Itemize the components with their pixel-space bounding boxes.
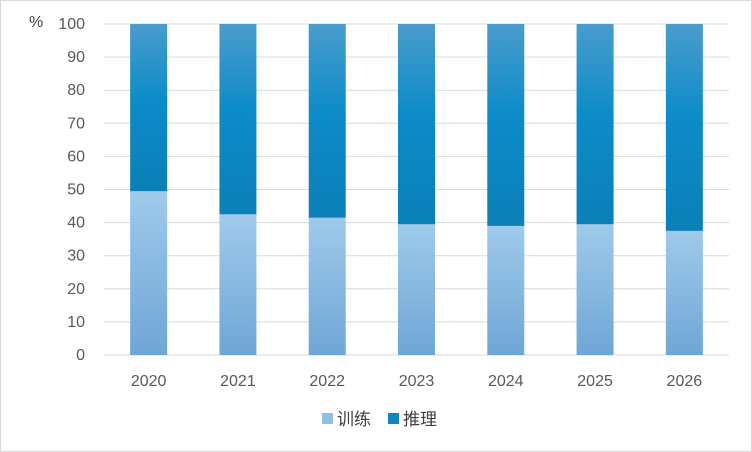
y-tick-label: 100 (58, 16, 85, 33)
bar-training-2021 (219, 214, 257, 355)
x-tick-label: 2023 (399, 373, 435, 390)
bar-inference-2024 (487, 24, 525, 226)
legend-swatch (388, 413, 399, 424)
bars (130, 24, 703, 355)
x-tick-label: 2020 (131, 373, 167, 390)
bar-inference-2020 (130, 24, 168, 192)
y-tick-label: 20 (67, 281, 85, 298)
legend: 训练 推理 (322, 410, 437, 430)
x-tick-label: 2026 (667, 373, 703, 390)
x-tick-label: 2021 (220, 373, 256, 390)
legend-label: 训练 (337, 410, 371, 430)
bar-training-2022 (308, 217, 346, 355)
x-axis-ticks: 2020 2021 2022 2023 2024 2025 2026 (131, 373, 702, 390)
bar-training-2024 (487, 225, 525, 355)
bar-training-2023 (398, 224, 435, 355)
y-tick-label: 40 (67, 215, 85, 232)
legend-swatch (322, 413, 333, 424)
y-tick-label: 10 (67, 314, 85, 331)
y-tick-label: 60 (67, 148, 85, 165)
bar-inference-2023 (398, 24, 435, 225)
y-tick-label: 70 (67, 115, 85, 132)
bar-inference-2022 (308, 24, 346, 218)
x-tick-label: 2022 (309, 373, 345, 390)
bar-inference-2026 (665, 24, 703, 231)
y-tick-label: 50 (67, 182, 85, 199)
y-tick-label: 90 (67, 49, 85, 66)
x-tick-label: 2025 (577, 373, 613, 390)
bar-training-2026 (665, 230, 703, 355)
y-tick-label: 30 (67, 248, 85, 265)
legend-label: 推理 (403, 410, 437, 430)
bar-training-2025 (576, 224, 614, 355)
bar-inference-2021 (219, 24, 257, 215)
bar-inference-2025 (576, 24, 614, 225)
y-tick-label: 80 (67, 82, 85, 99)
y-axis-unit-label: % (29, 14, 43, 31)
bar-training-2020 (130, 191, 168, 355)
x-tick-label: 2024 (488, 373, 524, 390)
y-axis-ticks: 0 10 20 30 40 50 60 70 80 90 100 (58, 16, 85, 364)
y-tick-label: 0 (76, 347, 85, 364)
